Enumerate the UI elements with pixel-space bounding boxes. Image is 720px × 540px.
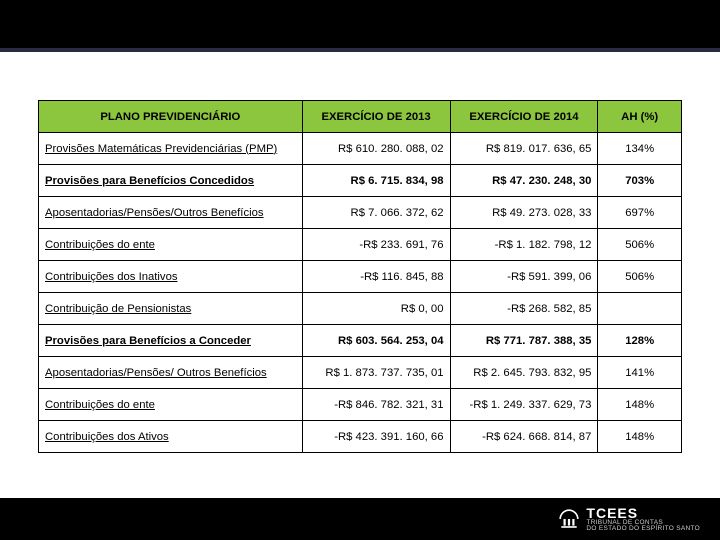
footer-bar: TCEES TRIBUNAL DE CONTASDO ESTADO DO ESP… xyxy=(0,498,720,540)
footer-logo: TCEES TRIBUNAL DE CONTASDO ESTADO DO ESP… xyxy=(558,506,700,533)
table-row: Provisões Matemáticas Previdenciárias (P… xyxy=(39,133,682,165)
row-value-2013: R$ 610. 280. 088, 02 xyxy=(302,133,450,165)
row-label: Contribuições do ente xyxy=(39,389,303,421)
top-bar xyxy=(0,0,720,52)
table-row: Contribuição de PensionistasR$ 0, 00-R$ … xyxy=(39,293,682,325)
row-value-2014: R$ 819. 017. 636, 65 xyxy=(450,133,598,165)
plano-previdenciario-table: PLANO PREVIDENCIÁRIO EXERCÍCIO DE 2013 E… xyxy=(38,100,682,453)
col-header-plano: PLANO PREVIDENCIÁRIO xyxy=(39,101,303,133)
row-value-2013: R$ 7. 066. 372, 62 xyxy=(302,197,450,229)
col-header-2013: EXERCÍCIO DE 2013 xyxy=(302,101,450,133)
row-value-2013: -R$ 233. 691, 76 xyxy=(302,229,450,261)
row-value-ah xyxy=(598,293,682,325)
row-label: Provisões para Benefícios a Conceder xyxy=(39,325,303,357)
row-value-2014: -R$ 1. 182. 798, 12 xyxy=(450,229,598,261)
row-value-ah: 148% xyxy=(598,421,682,453)
row-value-ah: 703% xyxy=(598,165,682,197)
row-value-2013: -R$ 846. 782. 321, 31 xyxy=(302,389,450,421)
col-header-2014: EXERCÍCIO DE 2014 xyxy=(450,101,598,133)
row-value-2014: R$ 2. 645. 793. 832, 95 xyxy=(450,357,598,389)
row-label: Contribuições do ente xyxy=(39,229,303,261)
row-value-2013: -R$ 116. 845, 88 xyxy=(302,261,450,293)
row-label: Provisões para Benefícios Concedidos xyxy=(39,165,303,197)
table-row: Aposentadorias/Pensões/Outros Benefícios… xyxy=(39,197,682,229)
row-label: Aposentadorias/Pensões/Outros Benefícios xyxy=(39,197,303,229)
table-row: Contribuições dos Inativos-R$ 116. 845, … xyxy=(39,261,682,293)
row-value-2014: -R$ 624. 668. 814, 87 xyxy=(450,421,598,453)
table-row: Provisões para Benefícios ConcedidosR$ 6… xyxy=(39,165,682,197)
footer-logo-sub: TRIBUNAL DE CONTASDO ESTADO DO ESPÍRITO … xyxy=(586,520,700,533)
table-row: Provisões para Benefícios a ConcederR$ 6… xyxy=(39,325,682,357)
row-value-2013: R$ 1. 873. 737. 735, 01 xyxy=(302,357,450,389)
row-value-2014: -R$ 591. 399, 06 xyxy=(450,261,598,293)
col-header-ah: AH (%) xyxy=(598,101,682,133)
row-value-2013: R$ 0, 00 xyxy=(302,293,450,325)
row-value-ah: 148% xyxy=(598,389,682,421)
row-value-2013: R$ 603. 564. 253, 04 xyxy=(302,325,450,357)
row-value-ah: 506% xyxy=(598,229,682,261)
row-value-2014: R$ 47. 230. 248, 30 xyxy=(450,165,598,197)
row-value-ah: 134% xyxy=(598,133,682,165)
row-value-ah: 128% xyxy=(598,325,682,357)
row-value-ah: 506% xyxy=(598,261,682,293)
table-row: Aposentadorias/Pensões/ Outros Benefício… xyxy=(39,357,682,389)
row-label: Provisões Matemáticas Previdenciárias (P… xyxy=(39,133,303,165)
table-row: Contribuições dos Ativos-R$ 423. 391. 16… xyxy=(39,421,682,453)
row-value-ah: 697% xyxy=(598,197,682,229)
row-label: Contribuições dos Ativos xyxy=(39,421,303,453)
table-row: Contribuições do ente-R$ 846. 782. 321, … xyxy=(39,389,682,421)
row-value-2013: R$ 6. 715. 834, 98 xyxy=(302,165,450,197)
row-label: Contribuições dos Inativos xyxy=(39,261,303,293)
tcees-logo-icon xyxy=(558,508,580,530)
table-header-row: PLANO PREVIDENCIÁRIO EXERCÍCIO DE 2013 E… xyxy=(39,101,682,133)
table-body: Provisões Matemáticas Previdenciárias (P… xyxy=(39,133,682,453)
row-value-2014: R$ 771. 787. 388, 35 xyxy=(450,325,598,357)
content-area: PLANO PREVIDENCIÁRIO EXERCÍCIO DE 2013 E… xyxy=(0,52,720,498)
row-value-2014: -R$ 268. 582, 85 xyxy=(450,293,598,325)
row-value-2014: R$ 49. 273. 028, 33 xyxy=(450,197,598,229)
row-value-ah: 141% xyxy=(598,357,682,389)
row-label: Contribuição de Pensionistas xyxy=(39,293,303,325)
row-label: Aposentadorias/Pensões/ Outros Benefício… xyxy=(39,357,303,389)
footer-text: TCEES TRIBUNAL DE CONTASDO ESTADO DO ESP… xyxy=(586,506,700,533)
row-value-2014: -R$ 1. 249. 337. 629, 73 xyxy=(450,389,598,421)
table-row: Contribuições do ente-R$ 233. 691, 76-R$… xyxy=(39,229,682,261)
row-value-2013: -R$ 423. 391. 160, 66 xyxy=(302,421,450,453)
